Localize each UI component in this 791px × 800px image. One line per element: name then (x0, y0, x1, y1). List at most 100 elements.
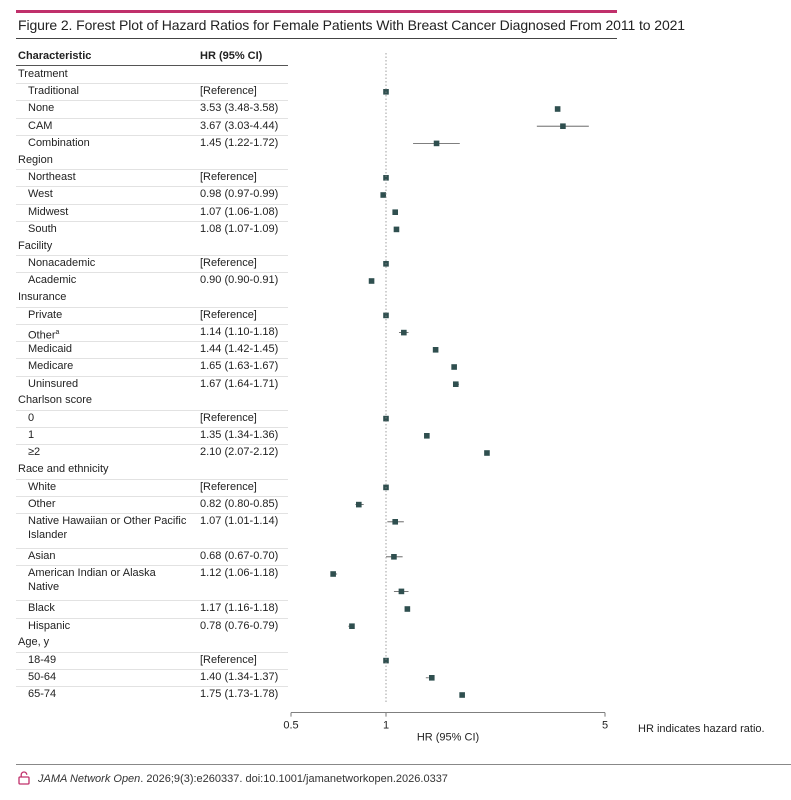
hr-marker-1-0 (383, 175, 389, 181)
hr-value: [Reference] (200, 257, 257, 270)
hr-value: 3.53 (3.48-3.58) (200, 102, 279, 115)
row-label-text: Private (28, 308, 63, 321)
row-label: Other (28, 498, 188, 512)
row-label: 1 (28, 429, 188, 443)
row-divider (16, 427, 288, 429)
row-label: Hispanic (28, 620, 188, 634)
forest-plot: 0.5 1 5 HR (95% CI) (283, 53, 608, 744)
group-label: Region (18, 153, 53, 166)
row-label: West (28, 188, 188, 202)
row-label-text: Northeast (28, 171, 76, 184)
hr-value: 1.35 (1.34-1.36) (200, 429, 279, 442)
hr-value: [Reference] (200, 412, 257, 424)
hr-marker-1-2 (392, 209, 399, 215)
x-tick-label-2: 5 (602, 720, 608, 732)
row-label: ≥2 (28, 446, 188, 460)
row-label-text: Uninsured (28, 377, 79, 390)
row-divider (16, 548, 288, 550)
hr-value: 1.44 (1.42-1.45) (200, 343, 279, 356)
hr-marker-3-1 (401, 329, 407, 336)
row-label: Medicare (28, 360, 188, 374)
row-label-text: 0 (28, 412, 35, 424)
hr-value: 0.68 (0.67-0.70) (200, 550, 279, 563)
row-label-text: 18-49 (28, 654, 57, 666)
group-label: Facility (18, 239, 53, 252)
accent-bar (16, 10, 617, 13)
hr-value: 1.12 (1.06-1.18) (200, 567, 279, 580)
row-label-text: South (28, 222, 57, 235)
row-label: Combination (28, 137, 188, 151)
row-label-text: Hispanic (28, 619, 71, 632)
title-rule (16, 38, 617, 39)
row-label: Midwest (28, 206, 188, 220)
hr-value: 1.45 (1.22-1.72) (200, 136, 279, 149)
hr-marker-3-0 (383, 312, 389, 319)
row-label-text: West (28, 188, 53, 201)
row-divider (16, 617, 288, 619)
hr-value: [Reference] (200, 654, 257, 666)
hr-value: 1.07 (1.06-1.08) (200, 205, 279, 218)
row-label-text: Combination (28, 136, 90, 149)
hr-value: 0.98 (0.97-0.99) (200, 188, 279, 201)
row-label: American Indian or Alaska Native (28, 567, 188, 594)
row-divider (16, 686, 288, 688)
hr-marker-5-2 (392, 519, 399, 525)
row-label: Medicaid (28, 343, 188, 357)
row-label-text: CAM (28, 119, 53, 132)
hr-value: [Reference] (200, 85, 257, 98)
hr-marker-1-3 (393, 226, 400, 233)
citation: JAMA Network Open. 2026;9(3):e260337. do… (38, 773, 448, 785)
row-label: Academic (28, 274, 188, 288)
row-label-text: Other (28, 498, 56, 510)
footnote-marker: a (55, 329, 60, 336)
hr-value: 1.17 (1.16-1.18) (200, 602, 279, 615)
row-divider (16, 478, 288, 480)
row-label-text: 50-64 (28, 671, 57, 684)
row-label-text: Medicare (28, 360, 74, 373)
row-divider (16, 306, 288, 308)
row-label-text: Midwest (28, 205, 69, 218)
row-label-text: Academic (28, 274, 77, 287)
hr-marker-3-2 (432, 347, 439, 353)
hr-marker-4-2 (484, 450, 490, 456)
hr-value: 0.90 (0.90-0.91) (200, 274, 279, 287)
column-header-hr: HR (95% CI) (200, 50, 263, 62)
row-divider (16, 255, 288, 257)
footer-rule (16, 764, 791, 765)
row-label: Northeast (28, 171, 188, 185)
row-label-text: Black (28, 602, 55, 615)
row-label: Traditional (28, 85, 188, 99)
hr-marker-3-4 (452, 381, 459, 387)
row-divider (16, 83, 288, 85)
hr-marker-6-0 (383, 657, 389, 664)
row-divider (16, 410, 288, 411)
row-divider (16, 600, 288, 602)
row-label-text: 1 (28, 429, 35, 442)
row-divider (16, 513, 288, 515)
hr-value: 0.78 (0.76-0.79) (200, 619, 279, 632)
hr-value: 1.75 (1.73-1.78) (200, 688, 279, 701)
row-divider (16, 669, 288, 671)
row-label-text: American Indian or Alaska Native (28, 567, 156, 593)
hr-value: 0.82 (0.80-0.85) (200, 498, 279, 510)
hr-value: 3.67 (3.03-4.44) (200, 119, 279, 132)
row-label: 18-49 (28, 654, 188, 668)
row-label: Native Hawaiian or Other Pacific Islande… (28, 515, 188, 542)
row-divider (16, 203, 288, 205)
hr-value: 1.67 (1.64-1.71) (200, 377, 279, 390)
row-label-text: Medicaid (28, 343, 73, 356)
group-label: Race and ethnicity (18, 463, 109, 476)
header-rule (16, 65, 288, 66)
row-label-text: Other (28, 329, 56, 342)
hr-marker-5-6 (349, 623, 355, 629)
hr-marker-5-4 (330, 571, 336, 577)
group-label: Insurance (18, 291, 67, 304)
open-access-lock-icon (18, 771, 30, 785)
row-label: South (28, 223, 188, 237)
row-label-text: None (28, 102, 55, 115)
row-label: Asian (28, 550, 188, 564)
column-header-characteristic: Characteristic (18, 50, 92, 62)
hr-marker-4-0 (383, 415, 389, 422)
figure-title: Figure 2. Forest Plot of Hazard Ratios f… (18, 17, 685, 33)
hr-value: 1.65 (1.63-1.67) (200, 360, 279, 373)
